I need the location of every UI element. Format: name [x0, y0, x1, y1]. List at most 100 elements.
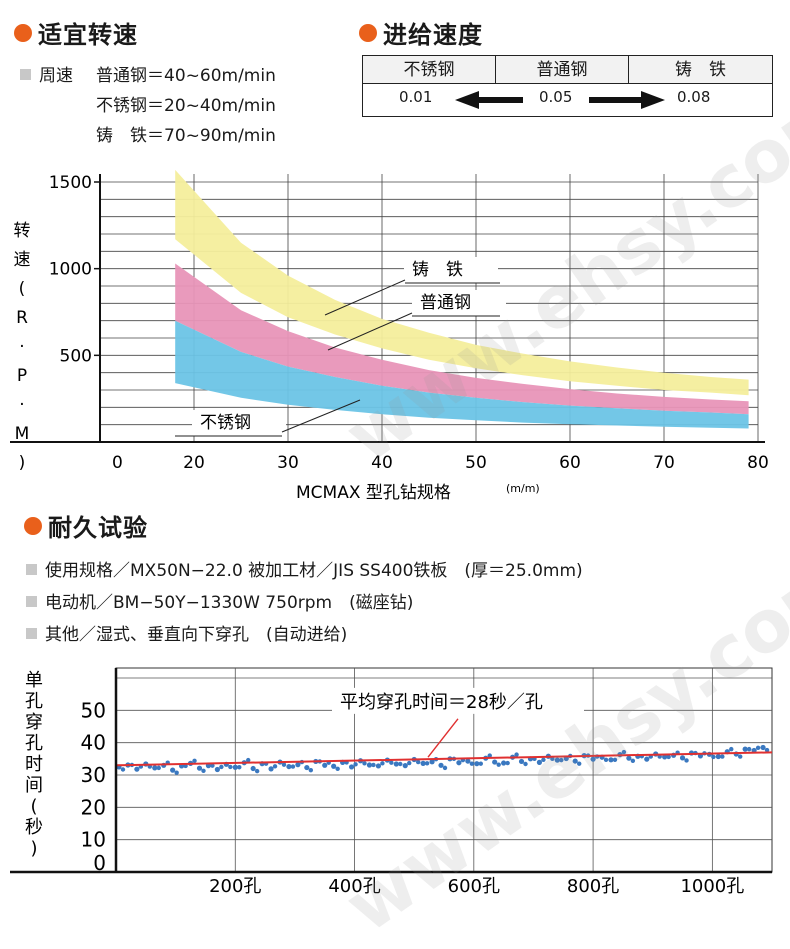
scatter-point [711, 754, 716, 760]
scatter-point [424, 761, 430, 766]
y-tick-label: 1000 [49, 260, 92, 280]
scatter-point [612, 757, 618, 763]
list-square-icon [26, 564, 37, 575]
scatter-point [577, 761, 582, 766]
y-axis-label-char: 穿 [25, 712, 43, 733]
list-square-icon [26, 628, 37, 639]
y-axis-label-char: R [16, 308, 28, 328]
scatter-point [152, 765, 158, 771]
scatter-point [514, 752, 519, 757]
scatter-point [393, 761, 399, 767]
scatter-point [478, 761, 483, 766]
section-bullet-icon [14, 24, 32, 42]
speed-line-steel: 普通钢＝40~60m/min [96, 66, 276, 86]
scatter-point [170, 767, 176, 773]
scatter-point [250, 765, 256, 772]
scatter-point [742, 746, 748, 752]
scatter-point [662, 754, 668, 760]
trend-line [115, 751, 773, 767]
x-tick-label: 800孔 [567, 876, 619, 894]
section-bullet-icon [359, 24, 377, 42]
scatter-point [679, 755, 686, 761]
scatter-point [684, 758, 689, 763]
scatter-point [335, 766, 340, 772]
x-tick-label: 70 [653, 453, 675, 473]
series-label: 普通钢 [420, 293, 471, 313]
feed-header-stainless: 不锈钢 [363, 56, 496, 84]
y-axis-label-char: P [17, 366, 27, 386]
series-label: 不锈钢 [200, 413, 251, 433]
feed-section-title: 进给速度 [383, 21, 483, 49]
y-axis-label-char: 孔 [25, 691, 43, 712]
scatter-point [353, 762, 358, 767]
scatter-point [501, 760, 507, 766]
y-axis-label-char: M [15, 424, 30, 444]
x-axis-label: MCMAX 型孔钻规格 [296, 483, 451, 500]
scatter-point [738, 754, 743, 759]
scatter-point [304, 764, 310, 771]
scatter-point [666, 754, 671, 760]
x-tick-label: 60 [559, 453, 581, 473]
scatter-point [720, 754, 725, 759]
y-tick-label: 500 [60, 346, 92, 366]
scatter-point [375, 763, 381, 769]
series-label-bg [412, 290, 506, 316]
x-tick-label: 30 [277, 453, 299, 473]
feed-value-low: 0.01 [399, 88, 433, 106]
scatter-point [760, 744, 766, 751]
y-axis-label-char: · [19, 395, 24, 415]
y-tick-label: 40 [81, 731, 106, 755]
scatter-point [210, 763, 215, 768]
scatter-point [429, 759, 435, 765]
scatter-point [523, 761, 528, 767]
scatter-point [474, 761, 480, 767]
scatter-point [603, 757, 609, 763]
drilling-time-chart: 010 20 30 40 50 200孔 400孔 600孔 800孔 1000孔 单孔穿孔时间(秒… [10, 667, 773, 894]
scatter-point [590, 756, 596, 762]
rpm-chart: 500 1000 1500 0 20 30 40 50 60 70 80 MCMAX 型孔钻规格 (m/… [10, 169, 769, 500]
scatter-point [505, 760, 510, 766]
scatter-point [232, 764, 238, 770]
scatter-point [237, 765, 242, 770]
series-callout-line [324, 279, 406, 316]
scatter-point [371, 762, 376, 768]
y-axis-label-char: 孔 [25, 733, 43, 754]
speed-prefix: 周速 [20, 61, 73, 86]
scatter-point [398, 761, 403, 767]
y-tick-label: 50 [81, 698, 106, 722]
x-tick-label: 600孔 [448, 876, 500, 894]
y-axis-label-char: · [19, 337, 24, 357]
average-time-annotation: 平均穿孔时间＝28秒／孔 [340, 692, 543, 713]
annotation-bg [332, 687, 584, 714]
scatter-point [572, 758, 578, 764]
feed-header-steel: 普通钢 [496, 56, 629, 84]
y-axis-label-char: 转 [14, 221, 31, 241]
series-label-bg [404, 257, 498, 283]
section-bullet-icon [24, 517, 42, 535]
scatter-point [541, 757, 546, 763]
scatter-point [746, 746, 752, 752]
y-axis-label-char: ( [19, 279, 26, 299]
y-axis-label-char: 间 [25, 775, 43, 796]
scatter-point [192, 758, 197, 763]
scatter-point [380, 761, 385, 766]
x-tick-label: 1000孔 [680, 876, 744, 894]
durability-section-title: 耐久试验 [48, 514, 148, 542]
speed-line-castiron: 铸 铁＝70~90m/min [96, 126, 276, 146]
series-callout-line [327, 312, 413, 351]
scatter-point [348, 764, 355, 770]
y-tick-label: 10 [81, 828, 106, 852]
y-axis-label-char: ) [19, 453, 26, 473]
scatter-point [295, 762, 301, 768]
y-axis-label-char: ( [30, 796, 37, 817]
series-label: 铸 铁 [412, 260, 463, 280]
scatter-point [487, 753, 492, 758]
x-tick-label: 400孔 [328, 876, 380, 894]
scatter-point [755, 745, 761, 751]
x-tick-label: 40 [371, 453, 393, 473]
x-axis-unit: (m/m) [506, 482, 540, 495]
scatter-point [644, 756, 650, 762]
scatter-point [331, 763, 337, 769]
x-tick-label: 50 [465, 453, 487, 473]
double-arrow-icon [455, 91, 665, 109]
